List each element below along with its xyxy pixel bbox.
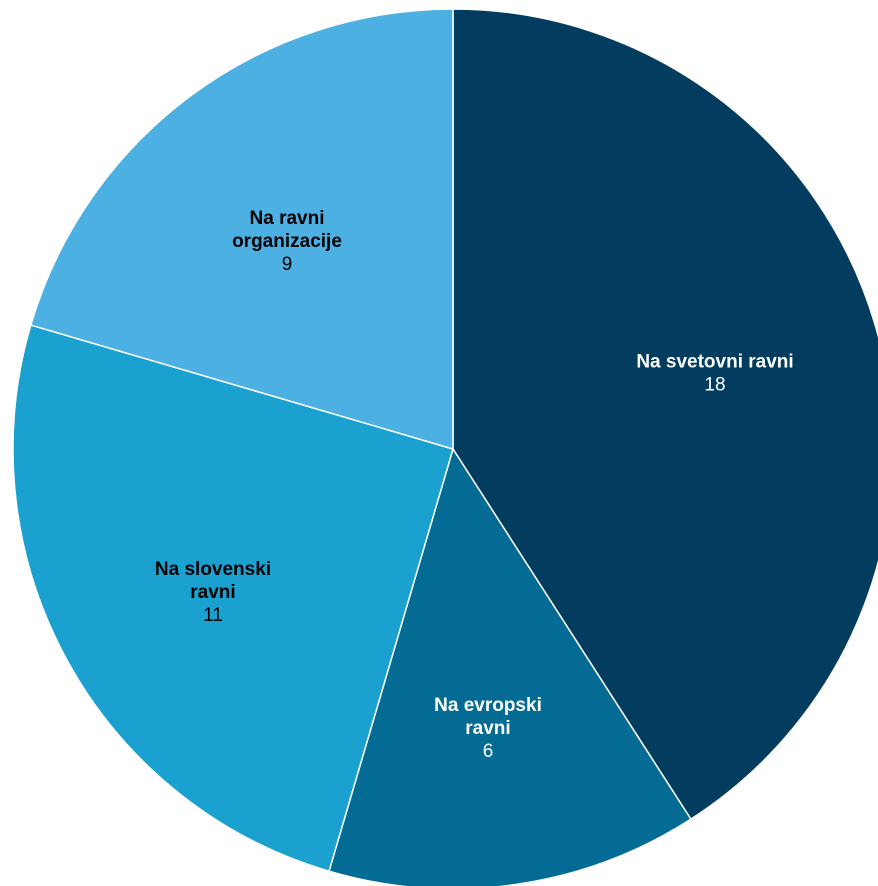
slice-label-value: 6: [483, 741, 494, 762]
slice-label-value: 9: [282, 254, 293, 275]
slice-label-3: Na ravni organizacije 9: [232, 208, 342, 275]
slice-label-name: Na svetovni ravni: [636, 352, 793, 373]
slice-label-1: Na evropski ravni 6: [434, 695, 542, 762]
slice-label-name: ravni: [465, 718, 510, 739]
slice-label-name: organizacije: [232, 231, 342, 252]
pie-slice-0: [452, 8, 878, 821]
slice-label-name: ravni: [190, 582, 235, 603]
pie-slices: [12, 8, 878, 886]
pie-slice-2: [12, 324, 454, 873]
slice-label-2: Na slovenski ravni 11: [155, 559, 271, 626]
slice-label-name: Na evropski: [434, 695, 542, 716]
slice-label-value: 11: [203, 605, 223, 626]
slice-label-name: Na ravni: [250, 208, 325, 229]
slice-label-value: 18: [704, 375, 725, 396]
pie-slice-1: [328, 447, 692, 886]
slice-label-0: Na svetovni ravni 18: [636, 352, 793, 396]
pie-slice-3: [29, 8, 454, 451]
slice-label-name: Na slovenski: [155, 559, 271, 580]
